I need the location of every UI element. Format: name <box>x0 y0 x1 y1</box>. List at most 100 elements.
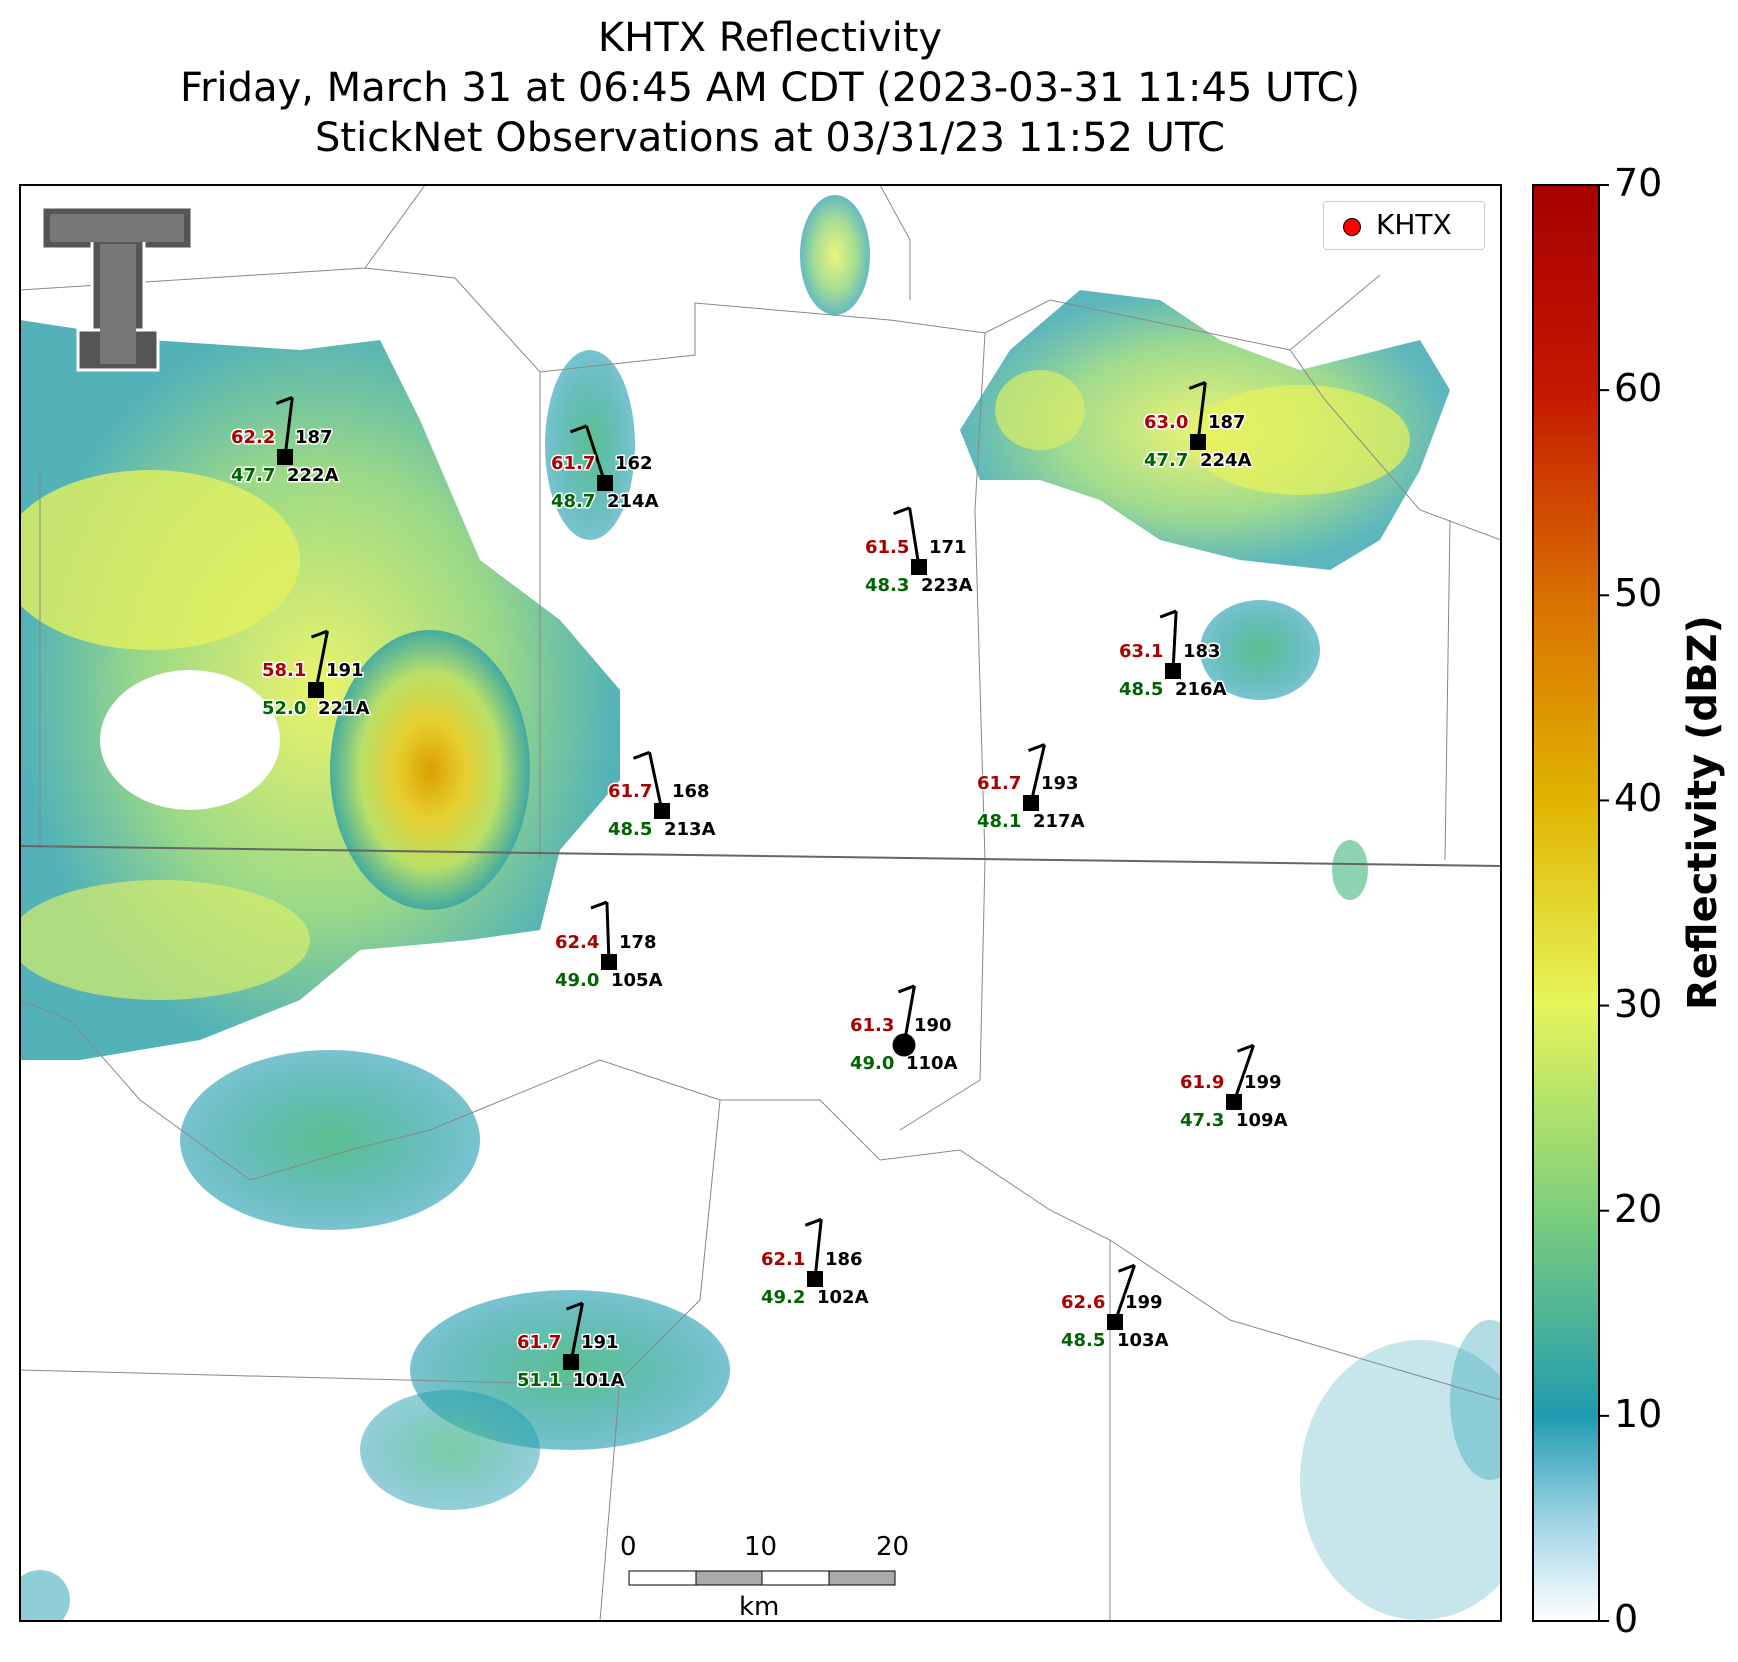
state-boundary <box>19 845 1502 867</box>
station-wind-direction: 191 <box>326 660 364 681</box>
colorbar-title: Reflectivity (dBZ) <box>1680 615 1726 1010</box>
station-wind-direction: 162 <box>615 453 653 474</box>
station-marker-icon <box>277 449 293 465</box>
wind-barb <box>605 901 611 963</box>
station-wind-direction: 168 <box>672 781 710 802</box>
colorbar-tick-label: 30 <box>1614 981 1663 1026</box>
station-dewpoint: 47.3 <box>1180 1110 1224 1131</box>
station-temperature: 63.0 <box>1144 412 1188 433</box>
station-wind-direction: 191 <box>581 1332 619 1353</box>
station-temperature: 61.9 <box>1180 1072 1224 1093</box>
station-213A: 61.7 168 48.5 213A <box>607 750 717 842</box>
wind-barb-flag <box>590 900 608 910</box>
station-marker-icon <box>1165 663 1181 679</box>
map-frame <box>19 184 1502 1622</box>
colorbar-tick-label: 70 <box>1614 161 1663 205</box>
station-marker-icon <box>601 954 617 970</box>
station-temperature: 63.1 <box>1119 641 1163 662</box>
station-id: 109A <box>1236 1110 1288 1131</box>
colorbar-tick-label: 10 <box>1614 1391 1663 1436</box>
station-marker-icon <box>654 803 670 819</box>
wind-barb-flag <box>275 396 293 405</box>
station-id: 221A <box>318 698 370 719</box>
station-marker-icon <box>597 475 613 491</box>
station-dewpoint: 48.5 <box>1061 1330 1105 1351</box>
wind-barb-flag <box>897 984 915 994</box>
wind-barb-flag <box>565 1301 583 1311</box>
station-temperature: 62.2 <box>231 427 275 448</box>
wind-barb <box>569 1302 584 1363</box>
station-id: 102A <box>817 1287 869 1308</box>
station-214A: 61.7 162 48.7 214A <box>550 424 660 514</box>
station-id: 105A <box>611 970 663 991</box>
scale-bar <box>628 1570 896 1586</box>
station-id: 216A <box>1175 679 1227 700</box>
station-wind-direction: 190 <box>914 1015 952 1036</box>
legend: KHTX <box>1323 201 1485 250</box>
station-224A: 63.0 187 47.7 224A <box>1143 381 1253 473</box>
station-marker-icon <box>1190 434 1206 450</box>
scale-tick-20: 20 <box>876 1532 910 1562</box>
wind-barb-flag <box>804 1217 822 1227</box>
station-marker-icon <box>308 682 324 698</box>
scale-tick-0: 0 <box>620 1532 637 1562</box>
wind-barb-flag <box>1118 1263 1136 1273</box>
station-temperature: 58.1 <box>262 660 306 681</box>
wind-barb-flag <box>1159 609 1177 619</box>
wind-barb-flag <box>569 424 587 434</box>
station-dewpoint: 48.5 <box>1119 679 1163 700</box>
station-temperature: 62.1 <box>761 1249 805 1270</box>
wind-barb <box>1029 744 1046 804</box>
station-wind-direction: 199 <box>1244 1072 1282 1093</box>
station-221A: 58.1 191 52.0 221A <box>261 629 371 721</box>
reflectivity-layer <box>20 195 1501 1621</box>
station-marker-icon <box>911 559 927 575</box>
station-dewpoint: 51.1 <box>517 1370 561 1391</box>
khtx-radar-marker <box>892 1033 916 1057</box>
station-wind-direction: 178 <box>619 932 657 953</box>
station-223A: 61.5 171 48.3 223A <box>864 506 974 598</box>
station-marker-icon <box>1226 1094 1242 1110</box>
station-110A: 61.3 190 49.0 110A <box>849 984 959 1076</box>
station-dewpoint: 52.0 <box>262 698 306 719</box>
station-217A: 61.7 193 48.1 217A <box>976 743 1086 834</box>
chart-subtitle-time: Friday, March 31 at 06:45 AM CDT (2023-0… <box>180 65 1360 111</box>
station-dewpoint: 47.7 <box>231 465 275 486</box>
colorbar <box>1532 184 1600 1622</box>
station-101A: 61.7 191 51.1 101A <box>516 1301 626 1393</box>
colorbar-tick-label: 60 <box>1614 366 1663 411</box>
wind-barb <box>908 507 921 568</box>
station-id: 222A <box>287 465 339 486</box>
station-id: 101A <box>573 1370 625 1391</box>
station-wind-direction: 171 <box>929 537 967 558</box>
colorbar-tick-label: 0 <box>1614 1597 1639 1641</box>
station-temperature: 61.3 <box>850 1015 894 1036</box>
station-marker-icon <box>1107 1314 1123 1330</box>
station-wind-direction: 183 <box>1183 641 1221 662</box>
colorbar-tick-label: 20 <box>1614 1186 1663 1231</box>
wind-barb <box>813 1219 823 1280</box>
station-temperature: 62.4 <box>555 932 599 953</box>
station-wind-direction: 199 <box>1125 1292 1163 1313</box>
station-wind-direction: 187 <box>1208 412 1246 433</box>
station-temperature: 61.7 <box>977 773 1021 794</box>
wind-barb-flag <box>893 506 911 516</box>
legend-marker-icon <box>1343 218 1361 236</box>
station-marker-icon <box>807 1271 823 1287</box>
ttu-logo <box>40 205 194 372</box>
colorbar-tick-label: 50 <box>1614 571 1663 616</box>
station-105A: 62.4 178 49.0 105A <box>554 900 664 993</box>
station-dewpoint: 49.0 <box>555 970 599 991</box>
wind-barb <box>283 397 294 458</box>
scale-unit: km <box>739 1592 780 1622</box>
colorbar-tick-label: 40 <box>1614 776 1663 821</box>
scale-tick-10: 10 <box>744 1532 778 1562</box>
station-dewpoint: 47.7 <box>1144 450 1188 471</box>
wind-barb <box>314 630 329 691</box>
station-222A: 62.2 187 47.7 222A <box>230 396 340 488</box>
station-wind-direction: 193 <box>1041 773 1079 794</box>
station-dewpoint: 48.1 <box>977 811 1021 832</box>
station-wind-direction: 187 <box>295 427 333 448</box>
station-id: 110A <box>906 1053 958 1074</box>
station-id: 223A <box>921 575 973 596</box>
